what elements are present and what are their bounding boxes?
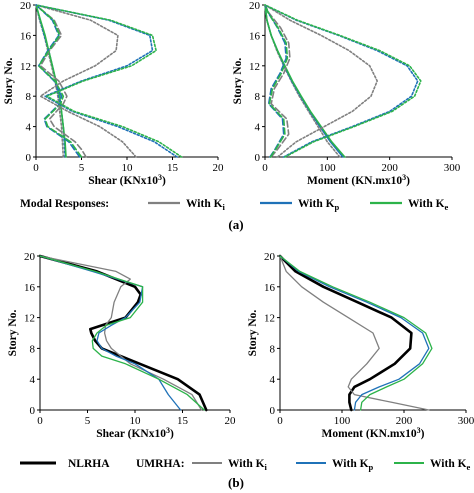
y-axis-label: Story No. bbox=[247, 310, 259, 357]
y-tick-label: 0 bbox=[270, 405, 276, 417]
chart-b-moment: 0 100 200 300 0 4 8 12 16 20 Moment (KN.mx103) Stor… bbox=[247, 251, 474, 440]
series-line-Ki bbox=[279, 255, 430, 411]
series-line-mode1-Ke bbox=[264, 4, 346, 158]
series-line-mode3-Ke bbox=[264, 4, 422, 158]
y-tick-label: 16 bbox=[264, 282, 276, 294]
y-tick-label: 4 bbox=[26, 122, 32, 134]
y-tick-label: 12 bbox=[249, 61, 260, 73]
x-tick-label: 20 bbox=[213, 162, 225, 174]
y-tick-label: 8 bbox=[270, 343, 276, 355]
panel-label-a: (a) bbox=[228, 217, 243, 232]
x-tick-label: 0 bbox=[277, 415, 283, 427]
y-tick-label: 12 bbox=[24, 313, 35, 325]
x-tick-label: 5 bbox=[79, 162, 85, 174]
y-tick-label: 8 bbox=[26, 91, 32, 103]
series-line-mode2-Kp bbox=[35, 4, 81, 158]
series-line-mode1-Kp bbox=[35, 4, 66, 158]
x-tick-label: 0 bbox=[33, 162, 39, 174]
y-tick-label: 4 bbox=[255, 122, 261, 134]
series-line-Kp bbox=[279, 255, 430, 411]
chart-a-moment: 0 100 200 300 0 4 8 12 16 20 Moment (KN.mx103) Stor… bbox=[232, 0, 461, 187]
y-tick-label: 8 bbox=[30, 343, 36, 355]
series-line-Ke bbox=[279, 255, 433, 411]
legend-b-label-kp: With Kp bbox=[332, 458, 374, 472]
series-line-mode2-Kp bbox=[264, 4, 288, 158]
series-line-mode2-Ke bbox=[264, 4, 289, 158]
y-tick-label: 16 bbox=[20, 30, 32, 42]
y-tick-label: 16 bbox=[24, 282, 36, 294]
legend-b-label-ke: With Ke bbox=[430, 458, 471, 472]
series-line-mode3-Kp bbox=[35, 4, 178, 158]
series-line-mode3-Ke bbox=[35, 4, 183, 158]
legend-a-label-ke: With Ke bbox=[408, 198, 449, 212]
x-tick-label: 200 bbox=[396, 415, 413, 427]
legend-a-title: Modal Responses: bbox=[20, 198, 109, 210]
series-line-mode2-Ke bbox=[35, 4, 83, 158]
x-axis-label: Moment (KN.mx103) bbox=[321, 426, 424, 440]
panel-label-b: (b) bbox=[228, 475, 244, 490]
y-tick-label: 0 bbox=[26, 152, 32, 164]
y-tick-label: 12 bbox=[264, 313, 275, 325]
y-axis-label: Story No. bbox=[232, 58, 244, 105]
y-tick-label: 4 bbox=[30, 374, 36, 386]
legend-b-group-title: UMRHA: bbox=[136, 458, 185, 470]
x-tick-label: 15 bbox=[167, 162, 179, 174]
series-line-mode2-Ki bbox=[35, 4, 87, 158]
series-line-mode1-Ke bbox=[35, 4, 67, 158]
x-tick-label: 300 bbox=[458, 415, 474, 427]
legend-b-label-nlrha: NLRHA bbox=[68, 458, 110, 470]
legend-a-label-ki: With Ki bbox=[186, 198, 226, 212]
y-axis-label: Story No. bbox=[7, 310, 19, 357]
legend-a-label-kp: With Kp bbox=[298, 198, 340, 212]
x-tick-label: 0 bbox=[262, 162, 268, 174]
series-line-Ke bbox=[39, 255, 205, 411]
series-line-Kp bbox=[39, 255, 182, 411]
x-tick-label: 20 bbox=[225, 415, 237, 427]
y-tick-label: 20 bbox=[20, 0, 32, 12]
y-axis-label: Story No. bbox=[3, 58, 15, 105]
y-tick-label: 12 bbox=[20, 61, 31, 73]
y-tick-label: 20 bbox=[264, 251, 276, 263]
x-axis-label: Shear (KNx103) bbox=[96, 426, 174, 440]
y-tick-label: 4 bbox=[270, 374, 276, 386]
series-line-NLRHA bbox=[38, 254, 208, 412]
series-line-mode2-Ki bbox=[264, 4, 291, 158]
y-tick-label: 20 bbox=[249, 0, 261, 12]
series-line-mode3-Ki bbox=[264, 4, 379, 158]
x-tick-label: 10 bbox=[130, 415, 142, 427]
y-tick-label: 0 bbox=[30, 405, 36, 417]
y-tick-label: 16 bbox=[249, 30, 261, 42]
x-tick-label: 200 bbox=[381, 162, 398, 174]
x-tick-label: 0 bbox=[37, 415, 43, 427]
x-tick-label: 100 bbox=[319, 162, 336, 174]
y-tick-label: 20 bbox=[24, 251, 36, 263]
legend-a: Modal Responses: With Ki With Kp With Ke bbox=[20, 198, 449, 212]
x-axis-label: Moment (KN.mx103) bbox=[307, 173, 410, 187]
y-tick-label: 8 bbox=[255, 91, 261, 103]
x-tick-label: 300 bbox=[444, 162, 461, 174]
chart-a-shear: 0 5 10 15 20 0 4 8 12 16 20 Shear (KNx103) Story No. bbox=[3, 0, 224, 187]
x-axis-label: Shear (KNx103) bbox=[88, 173, 166, 187]
y-tick-label: 0 bbox=[255, 152, 261, 164]
legend-b-label-ki: With Ki bbox=[228, 458, 268, 472]
chart-b-shear: 0 5 10 15 20 0 4 8 12 16 20 Shear (KNx103) Story No. bbox=[7, 251, 236, 440]
x-tick-label: 100 bbox=[334, 415, 351, 427]
x-tick-label: 15 bbox=[177, 415, 189, 427]
legend-b: NLRHA UMRHA: With Ki With Kp With Ke bbox=[20, 458, 471, 472]
series-line-mode3-Ki bbox=[35, 4, 137, 158]
x-tick-label: 5 bbox=[85, 415, 91, 427]
series-line-NLRHA bbox=[278, 254, 413, 412]
x-tick-label: 10 bbox=[122, 162, 134, 174]
